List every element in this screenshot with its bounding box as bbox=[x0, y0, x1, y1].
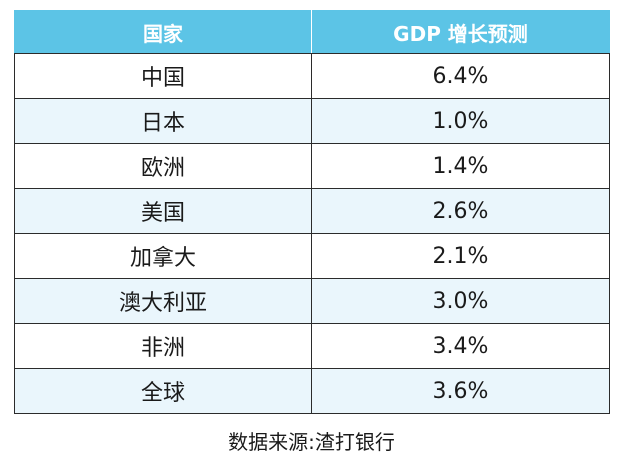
source-note: 数据来源:渣打银行 bbox=[228, 430, 395, 454]
gdp-growth-cell: 3.6% bbox=[311, 368, 610, 414]
column-header-gdp-growth: GDP 增长预测 bbox=[311, 10, 610, 54]
table-row: 全球 3.6% bbox=[14, 368, 610, 414]
column-header-country: 国家 bbox=[14, 10, 312, 54]
table-row: 非洲 3.4% bbox=[14, 323, 610, 369]
table-row: 加拿大 2.1% bbox=[14, 233, 610, 279]
gdp-growth-cell: 1.4% bbox=[311, 143, 610, 189]
gdp-growth-cell: 6.4% bbox=[311, 53, 610, 99]
table-row: 美国 2.6% bbox=[14, 188, 610, 234]
country-cell: 澳大利亚 bbox=[14, 278, 312, 324]
country-cell: 日本 bbox=[14, 98, 312, 144]
table-row: 澳大利亚 3.0% bbox=[14, 278, 610, 324]
table-row: 中国 6.4% bbox=[14, 53, 610, 99]
country-cell: 非洲 bbox=[14, 323, 312, 369]
gdp-forecast-table: 国家 GDP 增长预测 中国 6.4% 日本 1.0% 欧洲 1.4% 美国 2.6% 加拿大 2… bbox=[14, 10, 610, 414]
gdp-growth-cell: 3.4% bbox=[311, 323, 610, 369]
country-cell: 美国 bbox=[14, 188, 312, 234]
gdp-growth-cell: 3.0% bbox=[311, 278, 610, 324]
table-header-row: 国家 GDP 增长预测 bbox=[14, 10, 610, 54]
table-row: 欧洲 1.4% bbox=[14, 143, 610, 189]
country-cell: 中国 bbox=[14, 53, 312, 99]
table-row: 日本 1.0% bbox=[14, 98, 610, 144]
gdp-growth-cell: 1.0% bbox=[311, 98, 610, 144]
gdp-growth-cell: 2.1% bbox=[311, 233, 610, 279]
country-cell: 欧洲 bbox=[14, 143, 312, 189]
gdp-growth-cell: 2.6% bbox=[311, 188, 610, 234]
country-cell: 加拿大 bbox=[14, 233, 312, 279]
country-cell: 全球 bbox=[14, 368, 312, 414]
table-body: 中国 6.4% 日本 1.0% 欧洲 1.4% 美国 2.6% 加拿大 2.1% 澳大利亚 3.0% 非… bbox=[14, 53, 610, 414]
